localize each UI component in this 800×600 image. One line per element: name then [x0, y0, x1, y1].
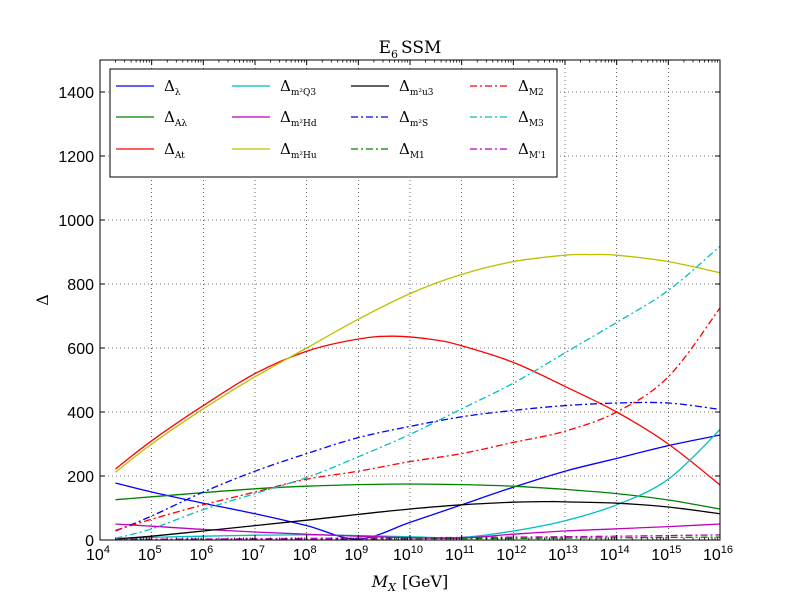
- series-line: [115, 401, 721, 532]
- legend-entry-label: ΔM3: [518, 108, 544, 129]
- y-tick-label: 800: [67, 277, 94, 294]
- x-tick-label: 109: [344, 544, 368, 564]
- x-axis-label-main: M: [371, 572, 389, 591]
- legend-entry-label: Δm²Hu: [280, 140, 317, 161]
- x-axis-label: MX [GeV]: [371, 572, 449, 594]
- x-tick-label: 104: [86, 544, 110, 564]
- legend-entry-label: ΔAλ: [164, 108, 187, 129]
- x-tick-label: 108: [293, 544, 317, 564]
- legend-entry-label: Δm²u3: [399, 77, 434, 98]
- x-tick-label: 1011: [445, 544, 474, 564]
- series-line: [115, 253, 721, 473]
- y-tick-label: 0: [85, 533, 94, 550]
- x-tick-label: 106: [189, 544, 213, 564]
- y-tick-label: 600: [67, 341, 94, 358]
- x-tick-label: 1015: [651, 544, 681, 564]
- chart-title-rest: SSM: [401, 38, 441, 58]
- series-line: [115, 500, 721, 540]
- legend-entry-label: Δm²Hd: [280, 108, 317, 129]
- y-axis-label: Δ: [33, 294, 52, 306]
- legend-entry-label: ΔM'1: [518, 140, 546, 161]
- x-axis-label-sub: X: [387, 581, 397, 594]
- x-tick-label: 1014: [600, 544, 630, 564]
- legend-box: [109, 68, 558, 178]
- x-tick-label: 1016: [703, 544, 733, 564]
- y-tick-label: 200: [67, 469, 94, 486]
- legend-entry-label: Δm²Q3: [280, 77, 316, 98]
- x-axis-label-rest: [GeV]: [402, 572, 448, 591]
- legend-entry-label: Δλ: [164, 77, 181, 98]
- x-tick-label: 105: [138, 544, 162, 564]
- x-tick-label: 107: [241, 544, 265, 564]
- chart-title-main: E: [379, 38, 391, 58]
- legend-entry-label: ΔM1: [399, 140, 425, 161]
- axis-ticks: 104 105 106 107 108 109 1010 1011 1012 1013 1014 10…: [58, 60, 733, 564]
- y-tick-label: 1200: [58, 149, 94, 166]
- y-tick-label: 400: [67, 405, 94, 422]
- y-tick-label: 1000: [58, 213, 94, 230]
- legend-entry-label: Δm²S: [399, 108, 428, 129]
- x-tick-label: 1012: [496, 544, 526, 564]
- legend-entry-label: ΔM2: [518, 77, 544, 98]
- chart-title: E6 SSM: [379, 38, 442, 61]
- y-tick-label: 1400: [58, 85, 94, 102]
- x-tick-label: 1013: [548, 544, 578, 564]
- series-line: [115, 307, 721, 532]
- chart-title-sub: 6: [391, 48, 398, 61]
- series-line: [115, 245, 721, 540]
- x-tick-label: 1010: [393, 544, 423, 564]
- legend: Δλ ΔAλ ΔAt Δm²Q3 Δm²Hd Δm²Hu Δm²u3 Δm²S ΔM1 ΔM2 ΔM…: [109, 68, 558, 178]
- legend-entry-label: ΔAt: [164, 140, 185, 161]
- series-line: [115, 434, 721, 540]
